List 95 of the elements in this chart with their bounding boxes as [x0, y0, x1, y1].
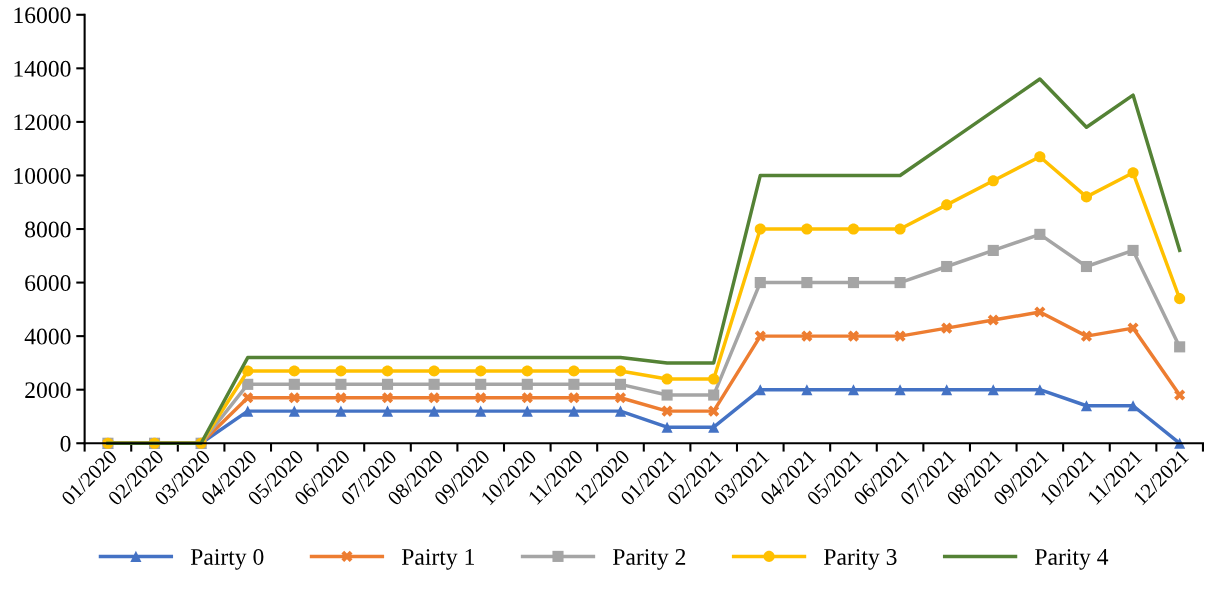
point: [288, 392, 300, 404]
legend-label: Pairty 0: [190, 548, 264, 570]
point: [1034, 228, 1046, 240]
point: [754, 223, 766, 235]
legend-label: Parity 4: [1035, 549, 1109, 570]
point: [1034, 151, 1046, 163]
y-tick-label: 6000: [25, 275, 71, 291]
point: [521, 405, 533, 417]
point: [661, 421, 673, 433]
point: [335, 365, 347, 377]
point: [428, 365, 440, 377]
point: [242, 392, 254, 404]
point: [428, 378, 440, 390]
point: [801, 277, 813, 289]
point: [568, 405, 580, 417]
point: [801, 223, 813, 235]
point: [894, 330, 906, 342]
point: [801, 384, 813, 396]
point: [475, 378, 487, 390]
point: [708, 421, 720, 433]
point: [754, 330, 766, 342]
point: [521, 378, 533, 390]
point: [288, 405, 300, 417]
point: [894, 223, 906, 235]
point: [335, 392, 347, 404]
point: [614, 378, 627, 390]
y-tick-label: 10000: [14, 167, 71, 184]
point: [894, 277, 906, 289]
y-tick-label: 12000: [14, 114, 71, 131]
point: [1127, 400, 1139, 412]
point: [1080, 191, 1093, 203]
point: [1127, 244, 1139, 256]
point: [335, 378, 347, 390]
point: [614, 365, 627, 377]
point: [428, 405, 440, 417]
y-tick-label: 14000: [14, 60, 71, 77]
y-tick-label: 16000: [14, 7, 71, 24]
point: [708, 405, 720, 417]
point: [428, 392, 440, 404]
y-tick-label: 8000: [25, 221, 71, 238]
point: [475, 392, 487, 404]
point: [661, 389, 673, 401]
point: [288, 378, 300, 390]
point: [381, 365, 394, 377]
point: [335, 405, 347, 417]
point: [1080, 330, 1093, 342]
point: [708, 389, 720, 401]
point: [381, 405, 394, 417]
point: [847, 384, 860, 396]
point: [1174, 389, 1186, 401]
point: [242, 378, 254, 390]
point: [242, 405, 254, 417]
point: [1034, 384, 1046, 396]
point: [1080, 260, 1093, 273]
point: [941, 260, 953, 273]
point: [381, 392, 394, 404]
point: [847, 223, 860, 235]
point: [801, 330, 813, 342]
point: [941, 199, 953, 211]
point: [288, 365, 300, 377]
legend-label: Parity 2: [612, 549, 686, 570]
point: [614, 392, 627, 404]
point: [568, 392, 580, 404]
point: [1034, 306, 1046, 318]
point: [475, 365, 487, 377]
point: [754, 277, 766, 289]
point: [1174, 341, 1186, 353]
point: [381, 378, 394, 390]
point: [1127, 322, 1139, 334]
point: [847, 277, 860, 289]
y-tick-label: 0: [60, 435, 71, 452]
point: [1174, 293, 1186, 305]
point: [568, 378, 580, 390]
point: [987, 244, 999, 256]
point: [941, 322, 953, 334]
point: [847, 330, 860, 342]
point: [568, 365, 580, 377]
point: [242, 365, 254, 377]
point: [1127, 167, 1139, 179]
point: [708, 373, 720, 385]
point: [521, 392, 533, 404]
y-tick-label: 4000: [24, 328, 71, 345]
point: [475, 405, 487, 417]
point: [521, 365, 533, 377]
legend-label: Pairty 1: [401, 549, 474, 570]
point: [941, 384, 953, 396]
point: [987, 314, 999, 326]
point: [661, 373, 673, 385]
point: [894, 384, 906, 396]
point: [987, 175, 999, 187]
legend-label: Parity 3: [824, 549, 897, 570]
point: [661, 405, 673, 417]
y-tick-label: 2000: [25, 382, 71, 399]
point: [614, 405, 627, 417]
point: [1080, 400, 1093, 412]
